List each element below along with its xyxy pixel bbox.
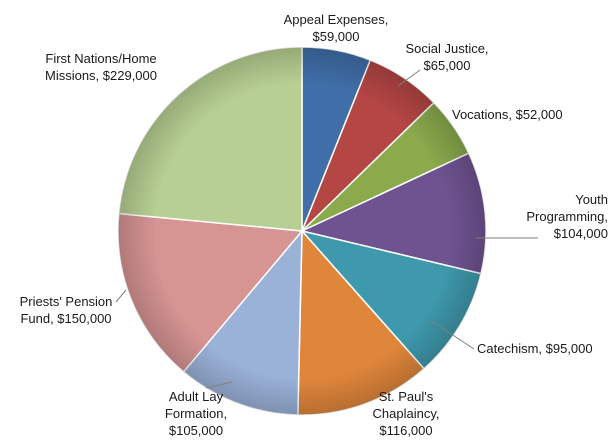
data-label-line: $105,000	[169, 423, 223, 438]
data-label: Youth Programming, $104,000	[526, 192, 608, 241]
data-label-line: First Nations/Home	[45, 51, 156, 66]
leader-line	[429, 319, 475, 350]
data-label: St. Paul's Chaplaincy, $116,000	[373, 389, 440, 438]
data-label-line: $116,000	[379, 423, 432, 438]
leader-line	[115, 289, 127, 303]
data-label-line: Fund, $150,000	[20, 311, 111, 326]
data-label: First Nations/Home Missions, $229,000	[45, 51, 157, 83]
leader-line	[205, 381, 233, 389]
data-label-line: Catechism, $95,000	[477, 341, 593, 356]
pie-slices	[117, 46, 487, 416]
data-label-line: $59,000	[313, 29, 360, 44]
data-label: Priests' Pension Fund, $150,000	[20, 294, 113, 326]
data-label-line: Appeal Expenses,	[284, 12, 389, 27]
leader-lines	[115, 69, 538, 389]
data-label-line: Missions, $229,000	[45, 68, 157, 83]
data-label-line: Social Justice,	[405, 41, 488, 56]
data-label-line: $104,000	[554, 226, 608, 241]
slice-labels: Appeal Expenses, $59,000 Social Justice, $6…	[20, 12, 608, 438]
data-label: Appeal Expenses, $59,000	[284, 12, 389, 44]
data-label: Vocations, $52,000	[452, 107, 563, 122]
data-label: Adult Lay Formation, $105,000	[165, 389, 227, 438]
data-label-line: Youth	[575, 192, 608, 207]
data-label: Social Justice, $65,000	[405, 41, 488, 73]
leader-line	[397, 69, 421, 87]
data-label-line: Chaplaincy,	[373, 406, 440, 421]
data-label-line: Priests' Pension	[20, 294, 113, 309]
data-label-line: Adult Lay	[169, 389, 224, 404]
data-label: Catechism, $95,000	[477, 341, 593, 356]
data-label-line: Vocations, $52,000	[452, 107, 563, 122]
data-label-line: Programming,	[526, 209, 608, 224]
data-label-line: St. Paul's	[379, 389, 434, 404]
data-label-line: $65,000	[424, 58, 471, 73]
data-label-line: Formation,	[165, 406, 227, 421]
